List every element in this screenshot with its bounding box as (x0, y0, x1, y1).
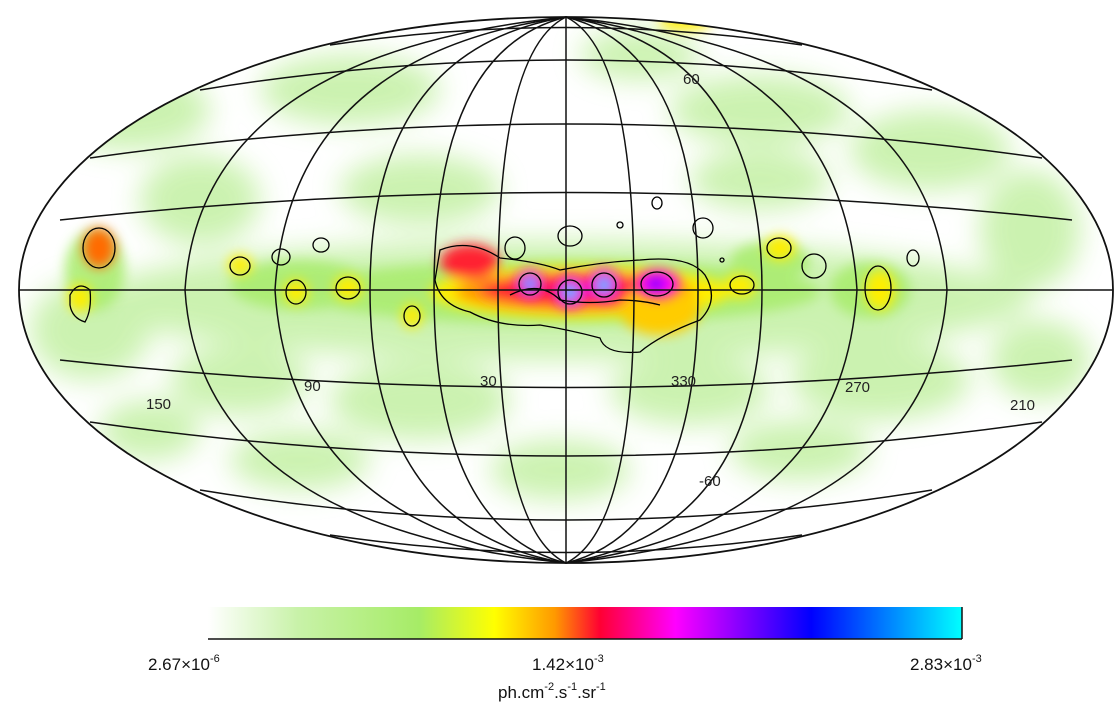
colorbar-units-label: ph.cm-2.s-1.sr-1 (498, 681, 606, 702)
lon-label-330: 330 (671, 373, 696, 390)
colorbar-mid-label: 1.42×10-3 (532, 653, 604, 674)
graticule (19, 16, 1113, 564)
colorbar-max-label: 2.83×10-3 (910, 653, 982, 674)
lon-label-90: 90 (304, 378, 321, 395)
colorbar (208, 607, 963, 640)
lat-label-60: 60 (683, 71, 700, 88)
sky-outline (18, 16, 1114, 564)
lon-label-270: 270 (845, 379, 870, 396)
diffuse-emission (30, 30, 1090, 500)
colorbar-min-label: 2.67×10-6 (148, 653, 220, 674)
lon-label-30: 30 (480, 373, 497, 390)
intensity-contours (69, 196, 920, 354)
grid-labels: 150 90 30 330 270 210 60 -60 (146, 71, 1035, 490)
lat-label-minus-60: -60 (699, 473, 721, 490)
colorbar-gradient (208, 607, 962, 639)
lon-label-150: 150 (146, 396, 171, 413)
lon-label-210: 210 (1010, 397, 1035, 414)
